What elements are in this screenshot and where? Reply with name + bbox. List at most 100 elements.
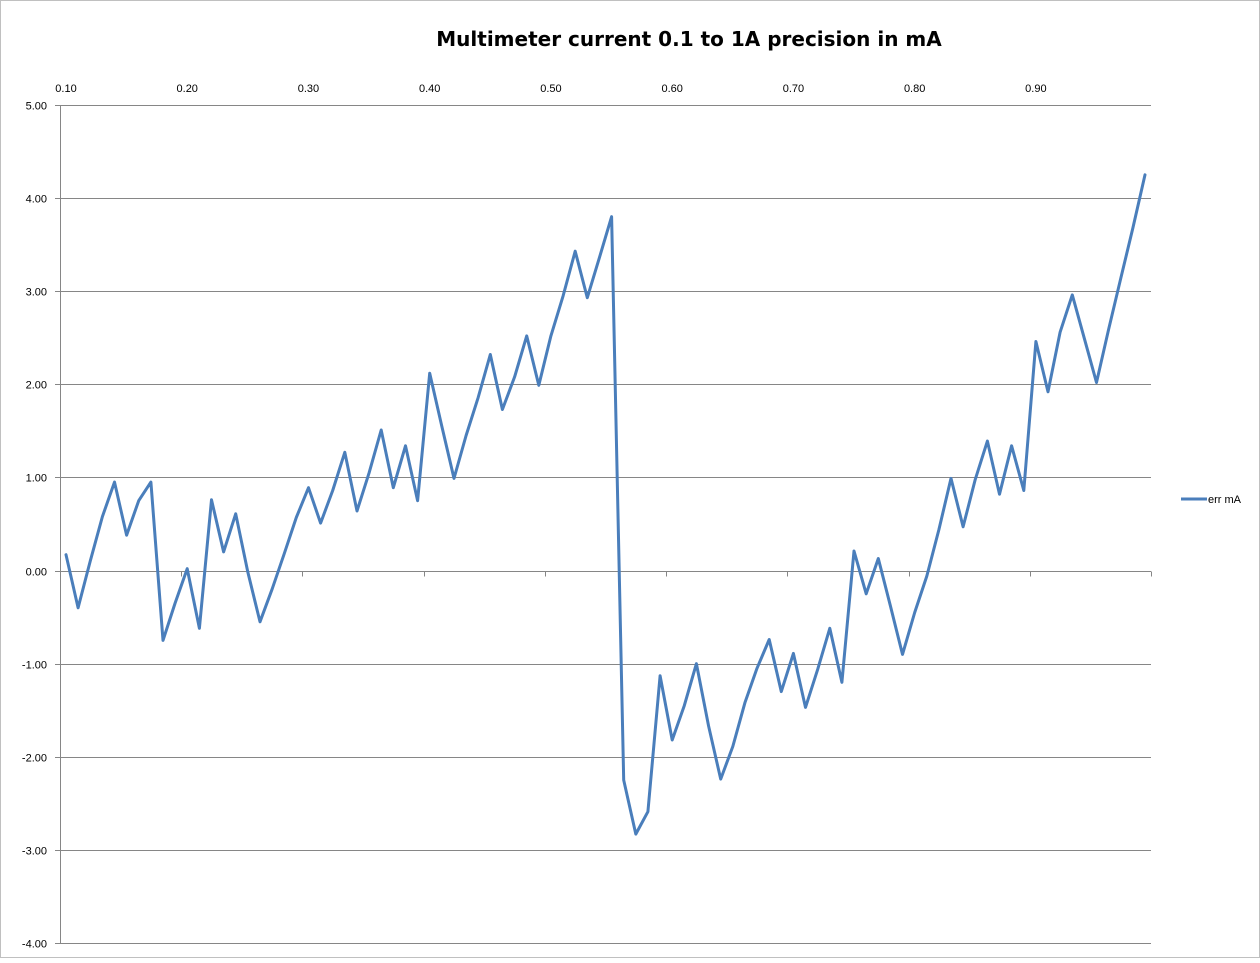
data-point xyxy=(816,668,819,671)
data-point xyxy=(659,674,662,677)
data-point xyxy=(853,550,856,553)
data-point xyxy=(1144,173,1147,176)
data-point xyxy=(271,588,274,591)
data-point xyxy=(65,553,68,556)
data-point xyxy=(525,334,528,337)
series-line-err-ma xyxy=(64,173,1147,836)
x-tick-label: 0.90 xyxy=(1025,83,1046,95)
data-point xyxy=(295,516,298,519)
data-point xyxy=(683,704,686,707)
data-point xyxy=(610,215,613,218)
data-point xyxy=(840,681,843,684)
y-tick-label: -4.00 xyxy=(22,939,47,951)
data-point xyxy=(259,620,262,623)
y-tick-label: 3.00 xyxy=(26,287,47,299)
y-tick-label: 2.00 xyxy=(26,380,47,392)
data-point xyxy=(162,639,165,642)
x-tick-label: 0.40 xyxy=(419,83,440,95)
legend: err mA xyxy=(1181,494,1242,506)
data-point xyxy=(743,701,746,704)
y-tick-label: -3.00 xyxy=(22,846,47,858)
data-point xyxy=(392,486,395,489)
data-point xyxy=(865,592,868,595)
data-point xyxy=(913,611,916,614)
data-point xyxy=(877,557,880,560)
series-layer xyxy=(64,173,1147,836)
data-point xyxy=(974,478,977,481)
data-point xyxy=(756,667,759,670)
data-point xyxy=(404,444,407,447)
data-point xyxy=(634,833,637,836)
data-point xyxy=(210,498,213,501)
data-point xyxy=(1107,328,1110,331)
data-point xyxy=(174,602,177,605)
data-point xyxy=(453,477,456,480)
data-point xyxy=(186,567,189,570)
data-point xyxy=(889,604,892,607)
y-tick-label: 4.00 xyxy=(26,194,47,206)
data-point xyxy=(246,571,249,574)
data-point xyxy=(101,515,104,518)
data-point xyxy=(283,552,286,555)
legend-label: err mA xyxy=(1208,494,1242,506)
data-point xyxy=(731,745,734,748)
data-point xyxy=(113,481,116,484)
data-point xyxy=(622,779,625,782)
data-point xyxy=(319,522,322,525)
data-point xyxy=(901,653,904,656)
data-point xyxy=(380,429,383,432)
data-point xyxy=(343,451,346,454)
x-tick-label: 0.10 xyxy=(55,83,76,95)
x-axis-tick-labels: 0.10 0.20 0.30 0.40 0.50 0.60 0.70 0.80 0.90 xyxy=(55,83,1046,95)
data-point xyxy=(671,739,674,742)
data-point xyxy=(646,810,649,813)
data-point xyxy=(574,250,577,253)
data-point xyxy=(465,434,468,437)
data-point xyxy=(562,294,565,297)
data-point xyxy=(804,706,807,709)
data-point xyxy=(1095,381,1098,384)
data-point xyxy=(695,662,698,665)
axes xyxy=(60,105,1152,943)
data-point xyxy=(234,512,237,515)
data-point xyxy=(331,489,334,492)
data-point xyxy=(598,256,601,259)
data-point xyxy=(368,471,371,474)
data-point xyxy=(198,627,201,630)
y-tick-label: 1.00 xyxy=(26,473,47,485)
data-point xyxy=(428,372,431,375)
data-point xyxy=(489,353,492,356)
data-point xyxy=(998,493,1001,496)
data-point xyxy=(1059,331,1062,334)
x-tick-label: 0.20 xyxy=(177,83,198,95)
data-point xyxy=(950,477,953,480)
data-point xyxy=(768,638,771,641)
data-point xyxy=(356,510,359,513)
y-axis-tick-labels: 5.00 4.00 3.00 2.00 1.00 0.00 -1.00 -2.00 -3.00 -… xyxy=(22,101,47,951)
x-tick-label: 0.30 xyxy=(298,83,319,95)
x-tick-label: 0.50 xyxy=(540,83,561,95)
data-point xyxy=(89,560,92,563)
chart-title: Multimeter current 0.1 to 1A precision i… xyxy=(436,27,942,51)
data-point xyxy=(537,384,540,387)
data-point xyxy=(707,725,710,728)
y-tick-label: 5.00 xyxy=(26,101,47,113)
data-point xyxy=(1071,293,1074,296)
gridlines xyxy=(55,105,1151,944)
data-point xyxy=(586,296,589,299)
data-point xyxy=(125,534,128,537)
data-point xyxy=(925,575,928,578)
data-point xyxy=(77,606,80,609)
y-tick-label: -1.00 xyxy=(22,660,47,672)
x-tick-label: 0.60 xyxy=(661,83,682,95)
data-point xyxy=(1010,444,1013,447)
data-point xyxy=(149,481,152,484)
data-point xyxy=(780,690,783,693)
data-point xyxy=(513,375,516,378)
x-tick-label: 0.70 xyxy=(783,83,804,95)
data-point xyxy=(137,499,140,502)
data-point xyxy=(477,396,480,399)
x-tick-label: 0.80 xyxy=(904,83,925,95)
data-point xyxy=(501,408,504,411)
